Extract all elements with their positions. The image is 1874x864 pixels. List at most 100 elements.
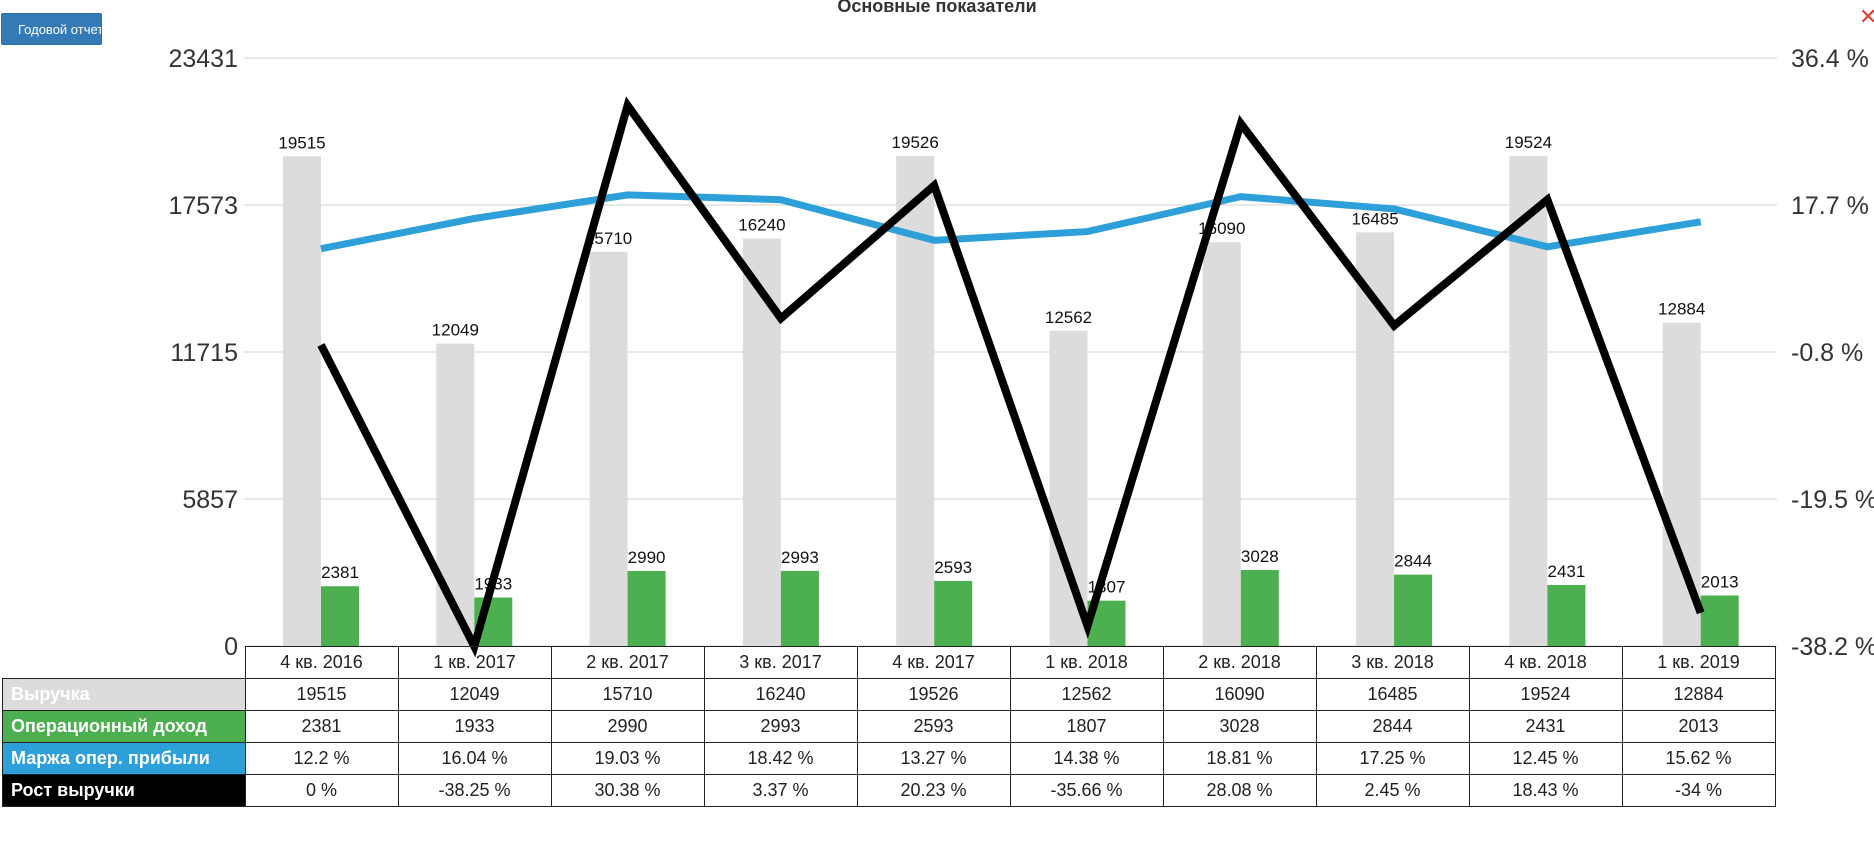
table-cell: 2990 xyxy=(550,710,705,743)
table-cell: 19524 xyxy=(1468,678,1623,711)
operating-income-data-label: 2593 xyxy=(934,558,972,577)
table-cell: 2.45 % xyxy=(1315,774,1470,807)
table-column-header: 4 кв. 2018 xyxy=(1468,646,1623,679)
margin-line xyxy=(320,191,1702,253)
table-cell: 2431 xyxy=(1468,710,1623,743)
table-cell: 1807 xyxy=(1009,710,1164,743)
right-axis-tick: -0.8 % xyxy=(1791,339,1863,367)
table-cell: 2013 xyxy=(1621,710,1776,743)
table-cell: 16240 xyxy=(703,678,858,711)
revenue-data-label: 19515 xyxy=(278,133,325,152)
table-header-row: 4 кв. 2016 1 кв. 2017 2 кв. 2017 3 кв. 2017… xyxy=(3,646,1776,679)
operating-income-bar xyxy=(1240,570,1279,646)
table-column-header: 2 кв. 2018 xyxy=(1162,646,1317,679)
table-cell: 2844 xyxy=(1315,710,1470,743)
table-cell: 18.42 % xyxy=(703,742,858,775)
table-cell: 3028 xyxy=(1162,710,1317,743)
operating-income-data-label: 2013 xyxy=(1701,572,1739,591)
left-axis-tick: 17573 xyxy=(168,192,238,220)
table-cell: 17.25 % xyxy=(1315,742,1470,775)
table-column-header: 4 кв. 2017 xyxy=(856,646,1011,679)
revenue-bar xyxy=(742,238,781,646)
operating-income-data-label: 2381 xyxy=(321,563,359,582)
table-column-header: 4 кв. 2016 xyxy=(244,646,399,679)
operating-income-bar xyxy=(1394,574,1433,646)
annual-report-button[interactable]: Годовой отчет xyxy=(1,13,102,45)
right-axis-tick: -19.5 % xyxy=(1791,486,1874,514)
operating-income-bar xyxy=(780,570,819,646)
table-row: Рост выручки 0 % -38.25 % 30.38 % 3.37 % 20.2… xyxy=(2,774,1776,807)
left-axis-tick: 23431 xyxy=(168,45,238,73)
table-cell: 12884 xyxy=(1621,678,1776,711)
table-cell: 1933 xyxy=(397,710,552,743)
table-cell: 2593 xyxy=(856,710,1011,743)
table-cell: 15.62 % xyxy=(1621,742,1776,775)
table-column-header: 3 кв. 2018 xyxy=(1315,646,1470,679)
table-cell: -35.66 % xyxy=(1009,774,1164,807)
left-axis-tick: 11715 xyxy=(170,339,238,367)
right-axis-tick: 36.4 % xyxy=(1791,45,1869,73)
table-row-label: Операционный доход xyxy=(2,710,246,743)
revenue-bar xyxy=(1202,242,1241,646)
table-cell: 20.23 % xyxy=(856,774,1011,807)
revenue-data-label: 16485 xyxy=(1351,209,1398,228)
table-row-label: Рост выручки xyxy=(2,774,246,807)
table-column-header: 2 кв. 2017 xyxy=(550,646,705,679)
close-icon[interactable]: ✕ xyxy=(1859,4,1874,29)
operating-income-bar xyxy=(1700,595,1739,646)
table-cell: 16090 xyxy=(1162,678,1317,711)
operating-income-bar xyxy=(1547,584,1586,646)
table-corner xyxy=(3,647,246,679)
revenue-bar xyxy=(589,251,628,646)
table-cell: 13.27 % xyxy=(856,742,1011,775)
table-row: Маржа опер. прибыли 12.2 % 16.04 % 19.03 % 1… xyxy=(2,742,1776,775)
operating-income-data-label: 2844 xyxy=(1394,552,1432,571)
table-cell: 19515 xyxy=(244,678,399,711)
table-cell: 12049 xyxy=(397,678,552,711)
left-axis-tick: 0 xyxy=(224,633,238,661)
table-column-header: 1 кв. 2017 xyxy=(397,646,552,679)
table-cell: 19526 xyxy=(856,678,1011,711)
table-cell: 2993 xyxy=(703,710,858,743)
table-row: Операционный доход 2381 1933 2990 2993 2593 18… xyxy=(2,710,1776,743)
table-cell: 14.38 % xyxy=(1009,742,1164,775)
table-cell: 30.38 % xyxy=(550,774,705,807)
table-cell: 15710 xyxy=(550,678,705,711)
operating-income-data-label: 3028 xyxy=(1241,547,1279,566)
revenue-data-label: 12562 xyxy=(1045,308,1092,327)
table-cell: -34 % xyxy=(1621,774,1776,807)
table-cell: -38.25 % xyxy=(397,774,552,807)
data-table: 4 кв. 2016 1 кв. 2017 2 кв. 2017 3 кв. 2017… xyxy=(2,646,1776,807)
operating-income-data-label: 2431 xyxy=(1547,562,1585,581)
operating-income-bar xyxy=(627,570,666,646)
table-column-header: 1 кв. 2019 xyxy=(1621,646,1776,679)
table-cell: 0 % xyxy=(244,774,399,807)
table-row: Выручка 19515 12049 15710 16240 19526 12562 160… xyxy=(2,678,1776,711)
table-cell: 16.04 % xyxy=(397,742,552,775)
table-row-label: Маржа опер. прибыли xyxy=(2,742,246,775)
revenue-bar xyxy=(283,156,321,647)
table-cell: 28.08 % xyxy=(1162,774,1317,807)
growth-line xyxy=(317,96,1705,658)
operating-income-bar xyxy=(321,586,359,646)
table-row-label: Выручка xyxy=(2,678,246,711)
table-column-header: 1 кв. 2018 xyxy=(1009,646,1164,679)
table-cell: 12.45 % xyxy=(1468,742,1623,775)
table-cell: 12562 xyxy=(1009,678,1164,711)
revenue-data-label: 15710 xyxy=(585,229,632,248)
revenue-data-label: 19526 xyxy=(892,133,939,152)
right-axis-tick: 17.7 % xyxy=(1791,192,1869,220)
left-axis-tick: 5857 xyxy=(182,486,238,514)
table-cell: 12.2 % xyxy=(244,742,399,775)
operating-income-data-label: 2993 xyxy=(781,548,819,567)
revenue-bar xyxy=(436,343,475,646)
table-cell: 18.43 % xyxy=(1468,774,1623,807)
table-column-header: 3 кв. 2017 xyxy=(703,646,858,679)
operating-income-bar xyxy=(934,580,973,646)
revenue-data-label: 16240 xyxy=(738,215,785,234)
revenue-data-label: 12884 xyxy=(1658,300,1705,319)
revenue-bar xyxy=(1049,330,1088,646)
revenue-data-label: 19524 xyxy=(1505,133,1552,152)
right-axis-tick: -38.2 % xyxy=(1791,633,1874,661)
